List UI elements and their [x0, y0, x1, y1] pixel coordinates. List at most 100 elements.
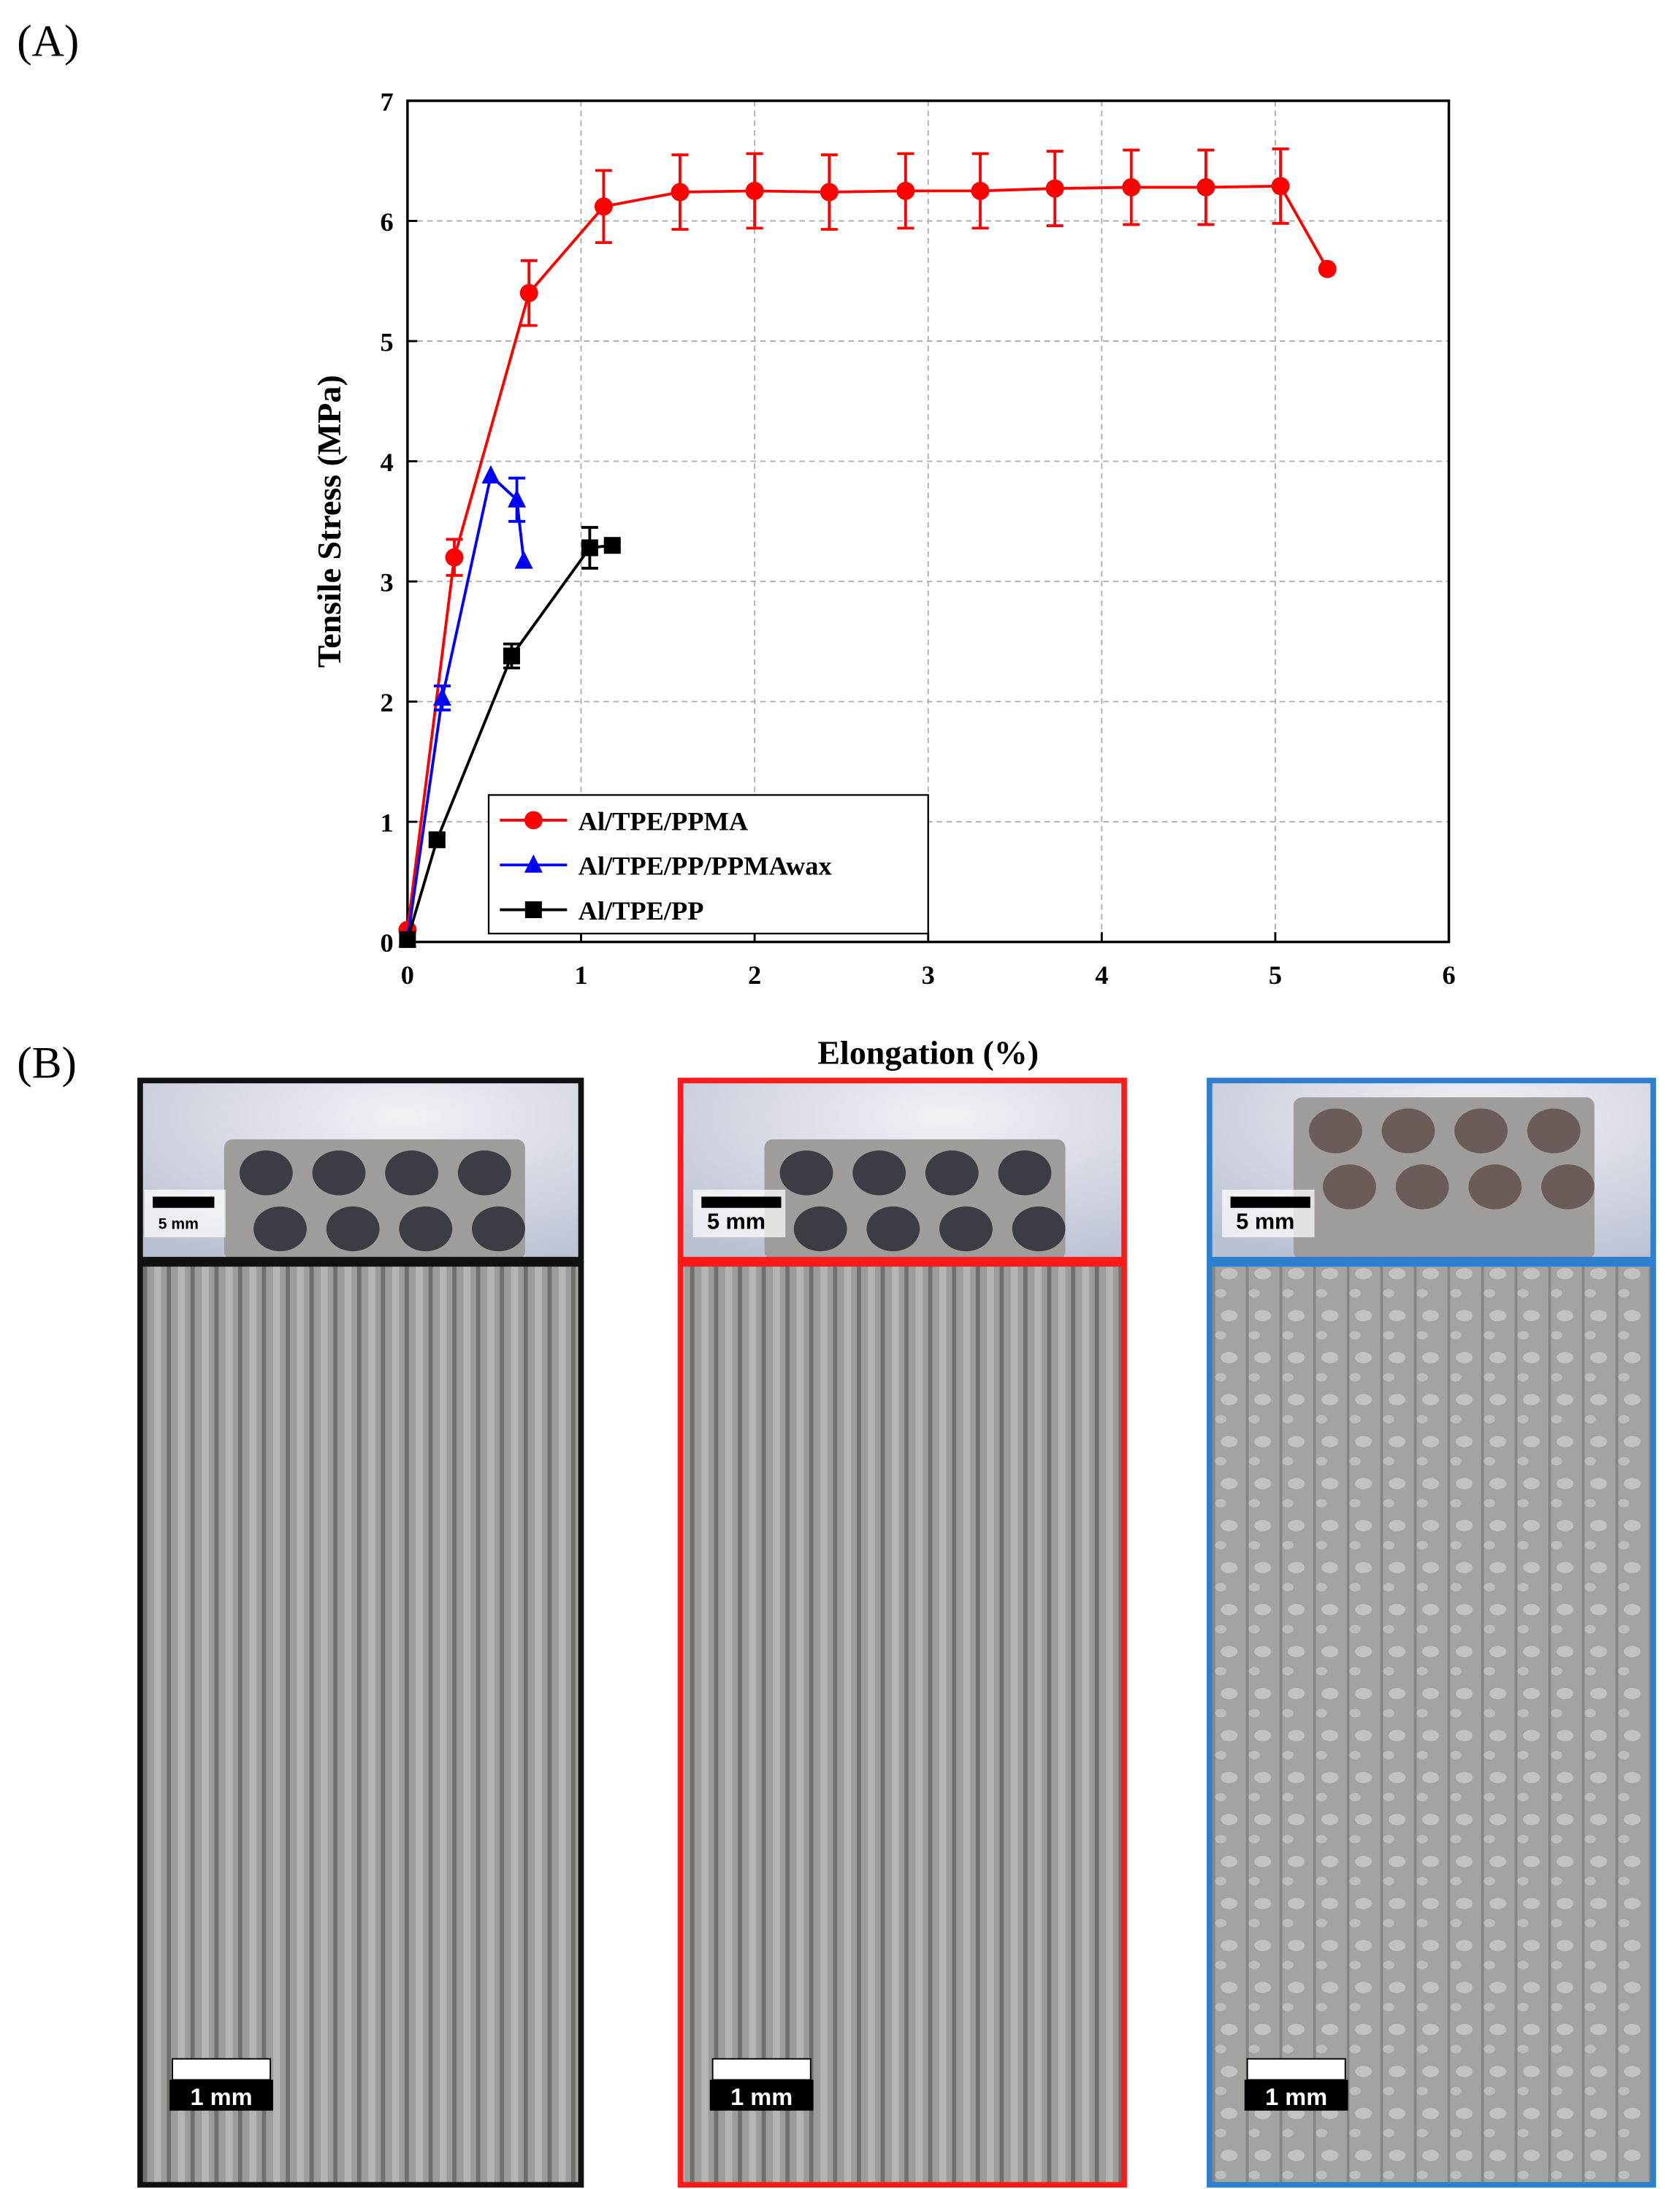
legend: Al/TPE/PPMA Al/TPE/PP/PPMAwax Al/TPE/PP [487, 794, 929, 935]
micrograph: 1 mm [137, 1261, 584, 2188]
y-tick-label: 1 [381, 809, 394, 838]
data-point [671, 183, 690, 202]
lattice-cell [326, 1206, 380, 1252]
y-tick-label: 5 [381, 327, 394, 356]
panel-label: (B) [17, 1039, 77, 1088]
data-point [594, 197, 613, 216]
photo-panels: 5 mm 1 mm 5 mm 1 mm 5 mm 1 mm [137, 1077, 1657, 2188]
lattice-cell [1454, 1108, 1508, 1153]
x-tick-label: 3 [922, 960, 935, 990]
micrograph-surface [1209, 1264, 1654, 2185]
scale-bar [1246, 2058, 1346, 2081]
data-point [603, 537, 621, 554]
scale-label: 1 mm [1265, 2084, 1327, 2110]
y-tick-label: 6 [381, 207, 394, 237]
series-line [405, 184, 1329, 931]
lattice-cell [793, 1206, 847, 1252]
lattice-cell [866, 1206, 920, 1252]
lattice-cell [1527, 1108, 1581, 1153]
lattice-cell [1012, 1206, 1066, 1252]
data-point [1271, 177, 1290, 196]
lattice-cell [779, 1150, 833, 1196]
lattice-cell [1468, 1164, 1522, 1210]
micrograph-frame [677, 1261, 1127, 2188]
plot-frame [406, 99, 1451, 944]
lattice-cell [998, 1150, 1052, 1196]
x-axis-title: Elongation (%) [817, 1034, 1039, 1071]
lattice-cell [1323, 1164, 1376, 1210]
data-point [519, 283, 538, 302]
y-axis-title: Tensile Stress (MPa) [310, 375, 348, 668]
lattice-cell [472, 1206, 525, 1252]
photo-frame [677, 1077, 1127, 1263]
data-point [481, 465, 500, 484]
lattice-cell [399, 1206, 453, 1252]
data-point [399, 931, 416, 948]
scale-label: 1 mm [190, 2084, 252, 2110]
data-point [1045, 179, 1064, 198]
data-point [508, 489, 527, 508]
lattice-cell [1381, 1108, 1435, 1153]
micrograph: 1 mm [677, 1261, 1127, 2188]
scale-bar [711, 2058, 812, 2081]
micrograph-frame [137, 1261, 584, 2188]
scale-bar [1230, 1196, 1310, 1208]
data-point [581, 539, 598, 557]
lattice-cell [939, 1206, 993, 1252]
scale-label: 5 mm [707, 1209, 765, 1234]
legend-label: Al/TPE/PP/PPMAwax [579, 852, 832, 881]
data-point [820, 183, 839, 202]
scale-label: 5 mm [159, 1215, 199, 1232]
legend-marker [524, 811, 543, 830]
y-tick-label: 7 [381, 87, 394, 116]
data-point [514, 550, 533, 569]
scale-box [169, 2079, 273, 2111]
panel-label: (A) [17, 17, 79, 66]
lattice-cell [1395, 1164, 1449, 1210]
photo-frame [137, 1077, 584, 1263]
y-tick-label: 2 [381, 688, 394, 717]
scale-bar [153, 1196, 215, 1208]
data-point [503, 647, 520, 665]
legend-label: Al/TPE/PPMA [579, 806, 749, 836]
lattice-cell [1541, 1164, 1595, 1210]
data-point [745, 181, 764, 200]
scale-bar [171, 2058, 272, 2081]
legend-marker [524, 854, 543, 873]
micrograph: 1 mm [1207, 1261, 1657, 2188]
data-point [1122, 177, 1141, 196]
scale-box [709, 2079, 814, 2111]
lattice-cell [1308, 1108, 1362, 1153]
lattice-cell [312, 1150, 366, 1196]
x-tick-label: 0 [401, 960, 414, 990]
data-point [1196, 177, 1215, 196]
lattice-cell [385, 1150, 439, 1196]
legend-marker [524, 901, 542, 919]
scale-label: 1 mm [730, 2084, 793, 2110]
lattice-cell [925, 1150, 979, 1196]
x-tick-label: 4 [1095, 960, 1108, 990]
specimen-photo: 5 mm [677, 1077, 1127, 1263]
scale-box [1244, 2079, 1348, 2111]
data-point [432, 687, 451, 706]
data-point [896, 181, 915, 200]
micrograph-surface [140, 1264, 581, 2185]
lattice-cell [239, 1150, 293, 1196]
micrograph-frame [1207, 1261, 1657, 2188]
data-point [445, 548, 464, 567]
specimen-photo: 5 mm [1207, 1077, 1657, 1263]
plot-area: 0 1 2 3 4 5 6 7 0 1 2 3 4 5 6 Tensile Stress (MPa) Elong… [310, 87, 1456, 1071]
lattice-cell [457, 1150, 511, 1196]
photo-frame [1207, 1077, 1657, 1263]
legend-label: Al/TPE/PP [579, 896, 704, 925]
y-tick-label: 4 [381, 448, 394, 477]
data-point [428, 831, 446, 849]
lattice-cell [852, 1150, 906, 1196]
x-tick-label: 1 [574, 960, 587, 990]
data-point [971, 181, 990, 200]
x-tick-label: 5 [1269, 960, 1282, 990]
micrograph-surface [680, 1264, 1124, 2185]
y-tick-label: 0 [381, 928, 394, 958]
y-tick-label: 3 [381, 568, 394, 597]
